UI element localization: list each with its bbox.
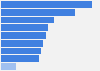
Bar — [1, 48, 41, 54]
Bar — [1, 9, 75, 16]
Bar — [1, 55, 39, 62]
Bar — [1, 32, 46, 39]
Bar — [1, 63, 16, 70]
Bar — [1, 40, 44, 47]
Bar — [1, 1, 92, 8]
Bar — [1, 24, 48, 31]
Bar — [1, 17, 54, 23]
